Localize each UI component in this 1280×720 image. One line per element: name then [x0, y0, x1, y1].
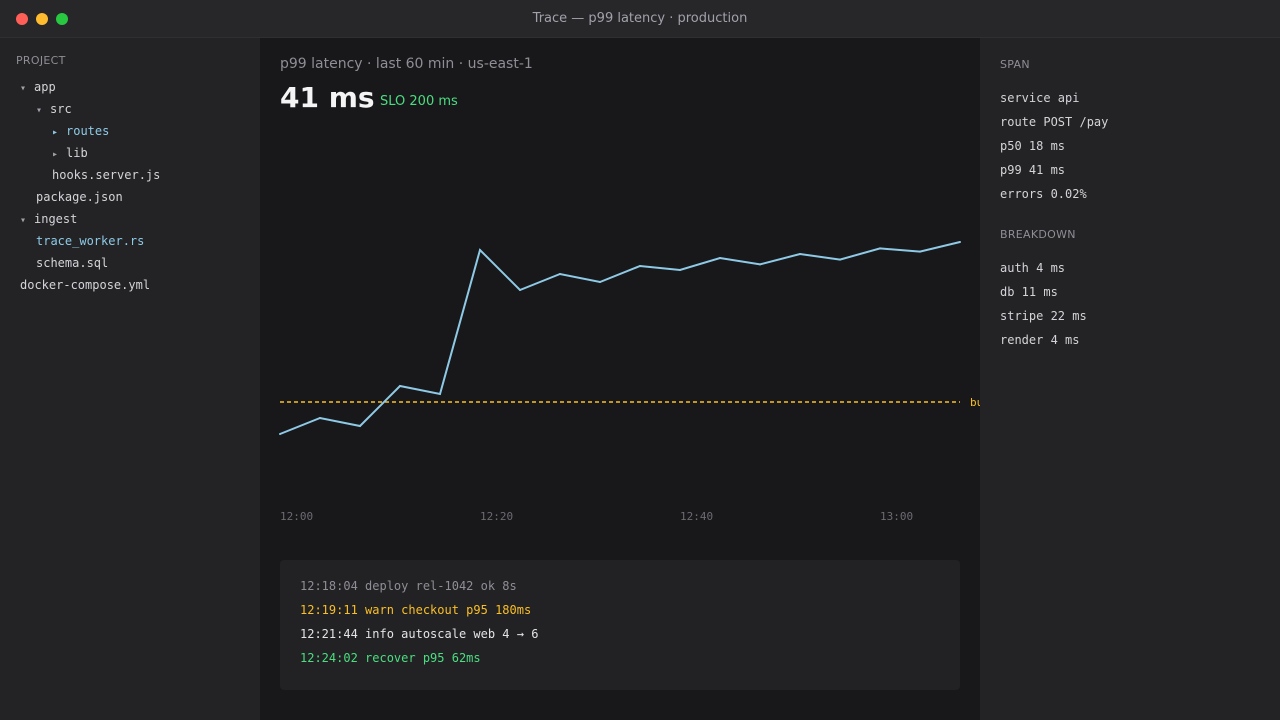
file-tree: ▾ app ▾ src ▸ routes ▸ lib hooks.server.js packag…: [0, 76, 260, 296]
data-point: [759, 263, 761, 266]
tree-item-label: package.json: [36, 190, 123, 204]
minimize-window-button[interactable]: [36, 13, 48, 25]
span-field: errors 0.02%: [1000, 187, 1087, 201]
tree-item-label: routes: [66, 124, 110, 138]
span-field: route POST /pay: [1000, 115, 1109, 129]
close-window-button[interactable]: [16, 13, 28, 25]
tree-item-src[interactable]: ▾ src: [0, 98, 260, 120]
breakdown-section: BREAKDOWN auth 4 ms db 11 ms stripe 22 ms r…: [1000, 228, 1260, 352]
metric-value: 41 ms: [280, 81, 375, 114]
log-line: 12:21:44 info autoscale web 4 → 6: [300, 627, 539, 641]
metric-subtitle: p99 latency · last 60 min · us-east-1: [280, 56, 533, 72]
tree-item-package-json[interactable]: package.json: [0, 186, 260, 208]
x-tick-label: 12:40: [680, 510, 713, 523]
span-field: service api: [1000, 91, 1080, 105]
data-point: [399, 385, 401, 387]
x-tick-label: 12:00: [280, 510, 313, 523]
data-point: [879, 247, 881, 250]
slo-badge: SLO 200 ms: [380, 94, 458, 109]
tree-item-label: schema.sql: [36, 256, 109, 270]
span-field: p99 41 ms: [1000, 163, 1066, 177]
data-point: [839, 258, 841, 261]
data-point: [479, 249, 481, 251]
x-tick-label: 12:20: [480, 510, 513, 523]
data-point: [319, 417, 321, 419]
data-point: [959, 241, 961, 243]
zoom-window-button[interactable]: [56, 13, 68, 25]
data-point: [719, 257, 721, 259]
breakdown-field: db 11 ms: [1000, 285, 1058, 299]
project-sidebar: PROJECT ▾ app ▾ src ▸ routes ▸ lib hooks.server.…: [0, 38, 260, 720]
tree-item-schema-sql[interactable]: schema.sql: [0, 252, 260, 274]
log-line: 12:19:11 warn checkout p95 180ms: [300, 603, 532, 617]
tree-item-label: docker-compose.yml: [20, 278, 151, 292]
inspector-panel: SPAN service api route POST /pay p50 18 ms…: [980, 38, 1280, 720]
data-point: [279, 433, 281, 435]
chevron-down-icon: ▾: [36, 105, 43, 116]
span-section: SPAN service api route POST /pay p50 18 ms…: [1000, 58, 1260, 206]
x-tick-label: 13:00: [880, 510, 913, 523]
data-point: [439, 393, 441, 395]
tree-item-label: lib: [66, 146, 88, 160]
span-heading: SPAN: [1000, 58, 1030, 71]
span-list: service api route POST /pay p50 18 ms p99 4…: [1000, 86, 1260, 206]
data-point: [599, 281, 601, 283]
tree-item-docker-compose-yml[interactable]: docker-compose.yml: [0, 274, 260, 296]
breakdown-field: auth 4 ms: [1000, 261, 1066, 275]
tree-item-ingest[interactable]: ▾ ingest: [0, 208, 260, 230]
title-bar: Trace — p99 latency · production: [0, 0, 1280, 38]
chevron-right-icon: ▸: [52, 127, 59, 138]
tree-item-label: trace_worker.rs: [36, 234, 145, 248]
chevron-right-icon: ▸: [52, 149, 59, 160]
breakdown-heading: BREAKDOWN: [1000, 228, 1076, 241]
log-line: 12:18:04 deploy rel-1042 ok 8s: [300, 579, 517, 593]
data-point: [679, 269, 681, 271]
tree-item-label: app: [34, 80, 56, 94]
tree-item-hooks-server-js[interactable]: hooks.server.js: [0, 164, 260, 186]
tree-item-routes[interactable]: ▸ routes: [0, 120, 260, 142]
breakdown-field: render 4 ms: [1000, 333, 1080, 347]
latency-chart: bu 12:00 12:20 12:40 13:00: [260, 118, 980, 538]
event-log: 12:18:04 deploy rel-1042 ok 8s 12:19:11 w…: [280, 560, 960, 690]
data-point: [639, 265, 641, 267]
span-field: p50 18 ms: [1000, 139, 1066, 153]
data-point: [519, 289, 521, 291]
main-panel: p99 latency · last 60 min · us-east-1 41…: [260, 38, 980, 720]
tree-item-label: ingest: [34, 212, 78, 226]
chevron-down-icon: ▾: [20, 83, 27, 94]
breakdown-field: stripe 22 ms: [1000, 309, 1087, 323]
data-point: [799, 253, 801, 255]
tree-item-trace-worker-rs[interactable]: trace_worker.rs: [0, 230, 260, 252]
sidebar-heading: PROJECT: [16, 54, 66, 67]
window-title: Trace — p99 latency · production: [532, 11, 748, 26]
latency-series-line: [279, 241, 961, 435]
tree-item-lib[interactable]: ▸ lib: [0, 142, 260, 164]
tree-item-label: hooks.server.js: [52, 168, 161, 182]
budget-label: bu: [970, 396, 980, 409]
data-point: [559, 273, 561, 275]
tree-item-label: src: [50, 102, 72, 116]
data-point: [359, 425, 361, 427]
data-point: [919, 250, 921, 253]
latency-chart-svg: bu 12:00 12:20 12:40 13:00: [279, 241, 980, 523]
tree-item-app[interactable]: ▾ app: [0, 76, 260, 98]
breakdown-list: auth 4 ms db 11 ms stripe 22 ms render 4 ms: [1000, 256, 1260, 352]
window-controls: [16, 13, 68, 25]
log-line: 12:24:02 recover p95 62ms: [300, 651, 481, 665]
chevron-down-icon: ▾: [20, 215, 27, 226]
